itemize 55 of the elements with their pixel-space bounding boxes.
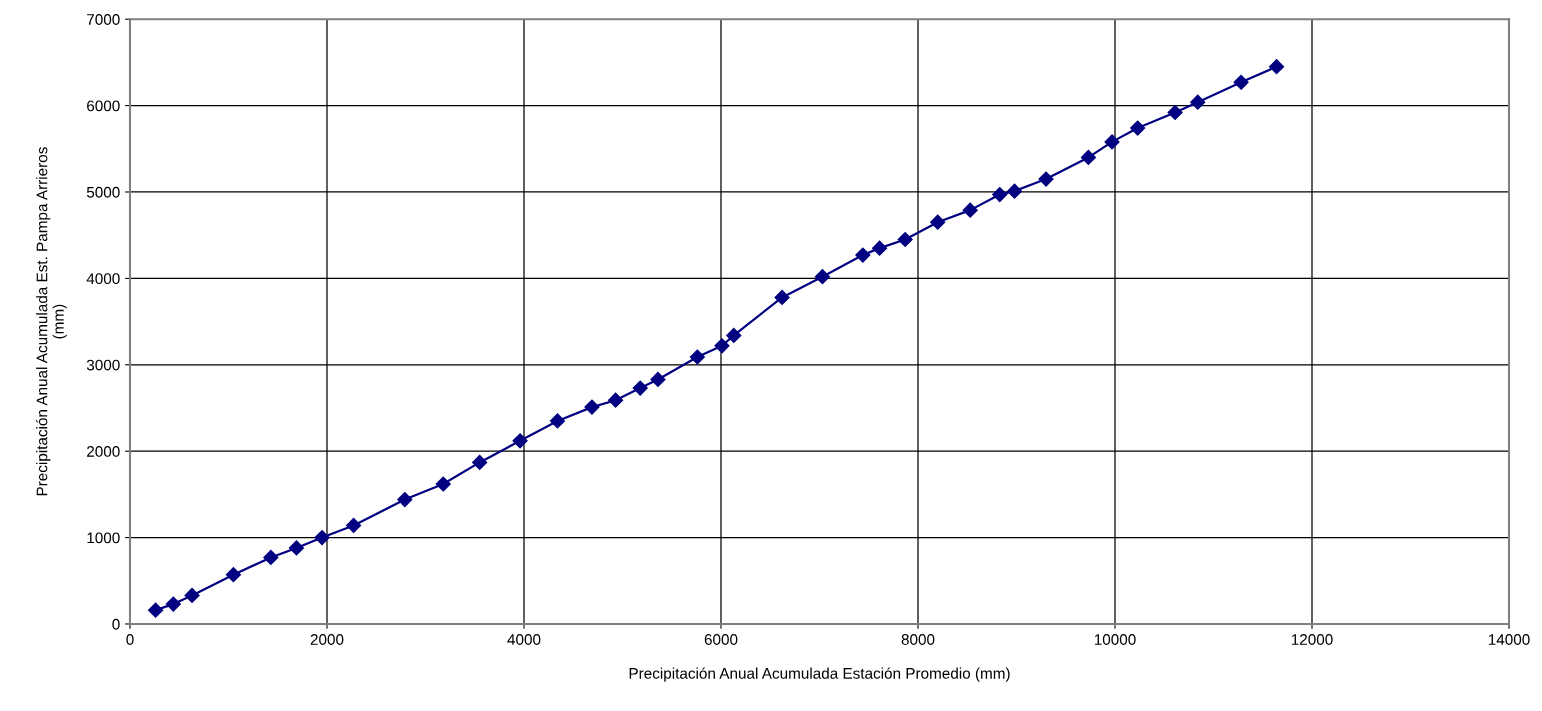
point	[288, 540, 305, 556]
point	[814, 269, 831, 285]
point	[584, 399, 600, 415]
point	[1233, 74, 1249, 90]
point	[225, 567, 241, 583]
point	[472, 454, 488, 470]
x-tick-label: 8000	[901, 634, 935, 645]
point	[855, 247, 871, 263]
point	[346, 517, 362, 534]
point	[992, 187, 1008, 203]
point	[165, 596, 181, 612]
y-tick-label: 0	[112, 618, 120, 630]
x-tick-label: 6000	[704, 634, 738, 645]
point	[1130, 120, 1146, 136]
y-tick-label: 6000	[87, 100, 120, 112]
point	[726, 327, 742, 343]
point	[689, 349, 705, 365]
point	[1038, 171, 1054, 187]
y-tick-label: 7000	[87, 14, 120, 25]
y-tick-label: 5000	[86, 186, 120, 198]
x-tick-label: 0	[126, 634, 134, 645]
point	[774, 289, 790, 305]
y-tick-label: 2000	[87, 446, 120, 457]
x-tick-label: 12000	[1291, 634, 1333, 645]
point	[1104, 134, 1120, 150]
x-axis-title: Precipitación Anual Acumulada Estación Promedio (mm)	[629, 667, 1010, 682]
y-tick-label: 1000	[87, 532, 120, 544]
point	[314, 530, 330, 546]
x-tick-label: 10000	[1094, 634, 1136, 645]
point	[148, 602, 164, 618]
point	[1006, 183, 1023, 199]
point	[1080, 149, 1096, 166]
point	[930, 214, 946, 230]
point	[512, 433, 528, 449]
point	[962, 202, 978, 218]
point	[897, 231, 913, 248]
point	[632, 380, 648, 396]
point	[714, 338, 730, 354]
point	[1268, 59, 1285, 75]
point	[650, 371, 666, 388]
point	[608, 392, 624, 408]
point	[397, 491, 413, 508]
point	[1190, 94, 1206, 110]
x-tick-label: 2000	[310, 634, 344, 645]
point	[435, 476, 451, 492]
x-tick-label: 4000	[507, 634, 541, 645]
point	[549, 413, 566, 429]
point	[872, 240, 888, 256]
y-tick-label: 3000	[86, 359, 120, 371]
y-axis-title: Precipitación Anual Acumulada Est. Pampa Arrieros (mm)	[35, 147, 67, 496]
y-tick-label: 4000	[86, 273, 120, 285]
x-tick-label: 14000	[1488, 634, 1530, 645]
point	[263, 549, 279, 566]
point	[184, 587, 200, 604]
point	[1167, 104, 1183, 121]
